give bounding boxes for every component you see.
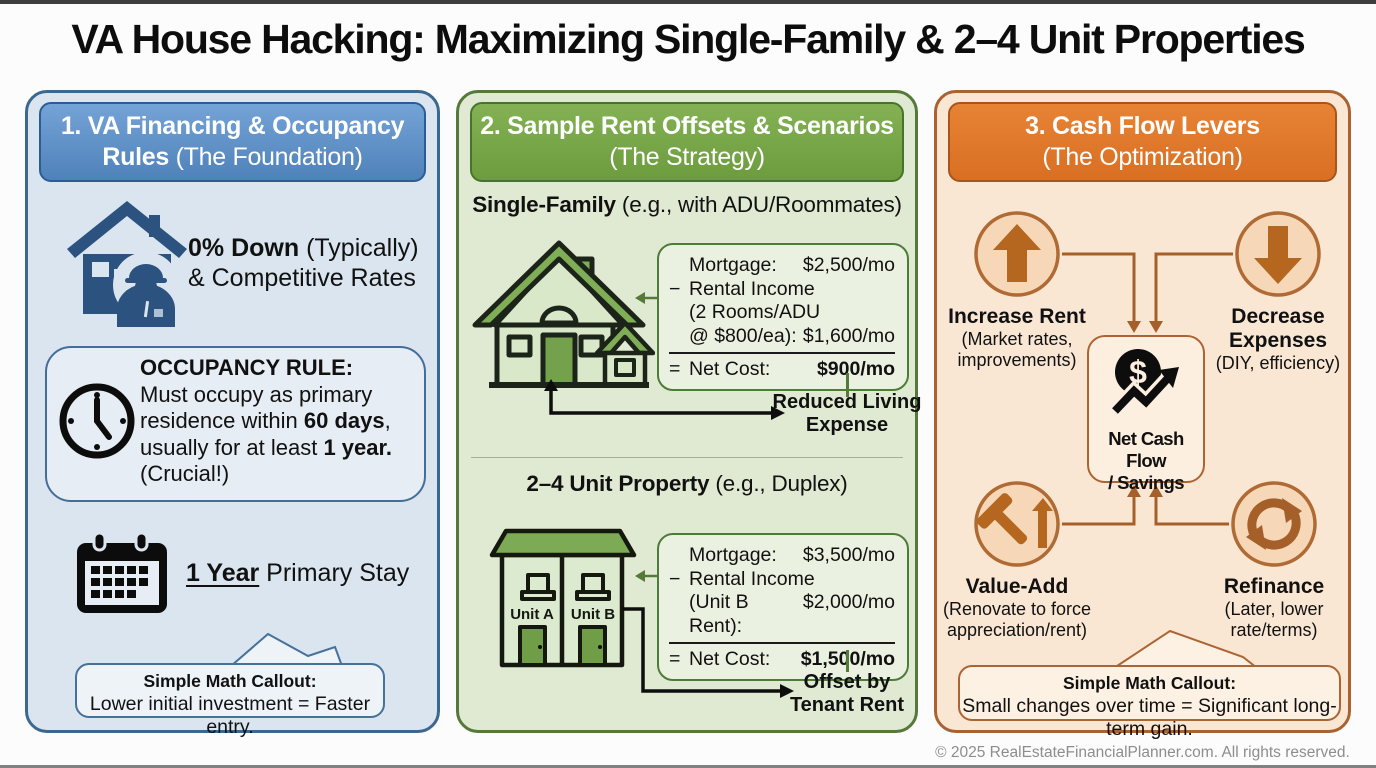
calendar-icon bbox=[77, 531, 167, 613]
panel2-header: 2. Sample Rent Offsets & Scenarios (The … bbox=[470, 102, 904, 182]
callout3-tail bbox=[1110, 629, 1260, 669]
increase-rent-icon bbox=[974, 211, 1060, 297]
connector-line bbox=[846, 373, 849, 397]
value-add-icon bbox=[974, 481, 1060, 567]
refinance-label: Refinance (Later, lower rate/terms) bbox=[1223, 575, 1325, 640]
section-divider bbox=[471, 457, 903, 458]
connector-line bbox=[846, 650, 849, 672]
math-divider bbox=[669, 352, 895, 354]
lever-connectors bbox=[1062, 252, 1233, 526]
left-arrow-icon bbox=[635, 570, 659, 582]
panel2-header-line2: (The Strategy) bbox=[609, 143, 765, 171]
callout-simple-math-3: Simple Math Callout: Small changes over … bbox=[958, 665, 1341, 740]
math-row: Mortgage: $2,500/mo bbox=[689, 254, 895, 276]
unit-b-label: Unit B bbox=[571, 606, 615, 623]
panel3-header-line2: (The Optimization) bbox=[1042, 143, 1243, 171]
elbow-arrow-tenant-rent bbox=[622, 607, 794, 698]
primary-stay-text: 1 Year Primary Stay bbox=[186, 559, 410, 587]
panel1-header-line1: 1. VA Financing & Occupancy bbox=[60, 111, 405, 140]
single-family-math-box: Mortgage: $2,500/mo − Rental Income (2 Roo… bbox=[657, 243, 909, 391]
duplex-math-box: Mortgage: $3,500/mo − Rental Income (Unit … bbox=[657, 533, 909, 681]
math-row: (2 Rooms/ADU bbox=[689, 301, 821, 323]
house-veteran-icon bbox=[67, 201, 187, 327]
duplex-icon: Unit A Unit B bbox=[489, 528, 637, 668]
math-row: Mortgage: $3,500/mo bbox=[689, 544, 895, 566]
callout1-tail bbox=[228, 632, 344, 667]
single-family-title: Single-Family (e.g., with ADU/Roommates) bbox=[472, 192, 902, 217]
panel2-header-line1: 2. Sample Rent Offsets & Scenarios bbox=[480, 111, 894, 140]
occupancy-rule-text: OCCUPANCY RULE: Must occupy as primary r… bbox=[140, 355, 392, 486]
math-row: − Rental Income bbox=[669, 567, 815, 590]
math-row: − Rental Income bbox=[669, 277, 815, 300]
single-family-house-icon bbox=[472, 240, 655, 388]
panel3-header: 3. Cash Flow Levers (The Optimization) bbox=[948, 102, 1337, 182]
panel3-header-line1: 3. Cash Flow Levers bbox=[1025, 111, 1260, 140]
top-edge-artifact bbox=[0, 0, 1376, 4]
reduced-living-expense-label: Reduced Living Expense bbox=[772, 391, 922, 436]
left-arrow-icon bbox=[635, 292, 659, 304]
decrease-expenses-icon bbox=[1235, 211, 1321, 297]
refinance-icon bbox=[1231, 481, 1317, 567]
increase-rent-label: Increase Rent (Market rates, improvements… bbox=[948, 305, 1086, 370]
page-title: VA House Hacking: Maximizing Single-Fami… bbox=[71, 16, 1305, 62]
panel1-header-line2: Rules (The Foundation) bbox=[102, 143, 363, 171]
value-add-label: Value-Add (Renovate to force appreciation… bbox=[942, 575, 1092, 640]
panel-rent-offsets: 2. Sample Rent Offsets & Scenarios (The … bbox=[456, 90, 921, 733]
math-row: @ $800/ea): $1,600/mo bbox=[689, 324, 895, 347]
panel-cash-flow-levers: 3. Cash Flow Levers (The Optimization) bbox=[934, 90, 1351, 740]
decrease-expenses-label: Decrease Expenses (DIY, efficiency) bbox=[1215, 305, 1341, 373]
callout-simple-math-1: Simple Math Callout: Lower initial inves… bbox=[75, 663, 385, 738]
panel-va-financing: 1. VA Financing & Occupancy Rules (The F… bbox=[25, 90, 440, 738]
copyright: © 2025 RealEstateFinancialPlanner.com. A… bbox=[935, 744, 1350, 761]
math-total-row: = Net Cost: $900/mo bbox=[669, 358, 895, 380]
clock-icon bbox=[59, 383, 135, 459]
unit-a-label: Unit A bbox=[510, 606, 554, 623]
benefit-text: 0% Down (Typically) & Competitive Rates bbox=[188, 234, 419, 292]
dollar-trend-icon: $ bbox=[1109, 349, 1179, 417]
bottom-edge-artifact bbox=[0, 765, 1376, 768]
offset-by-tenant-rent-label: Offset by Tenant Rent bbox=[789, 671, 905, 716]
panel1-header: 1. VA Financing & Occupancy Rules (The F… bbox=[39, 102, 426, 182]
net-cash-flow-box: $ Net Cash Flow / Savings bbox=[1087, 335, 1205, 493]
unit-property-title: 2–4 Unit Property (e.g., Duplex) bbox=[526, 471, 848, 496]
elbow-arrow-reduced-expense bbox=[544, 379, 785, 420]
math-divider bbox=[669, 642, 895, 644]
math-row: (Unit B Rent): $2,000/mo bbox=[689, 591, 895, 637]
